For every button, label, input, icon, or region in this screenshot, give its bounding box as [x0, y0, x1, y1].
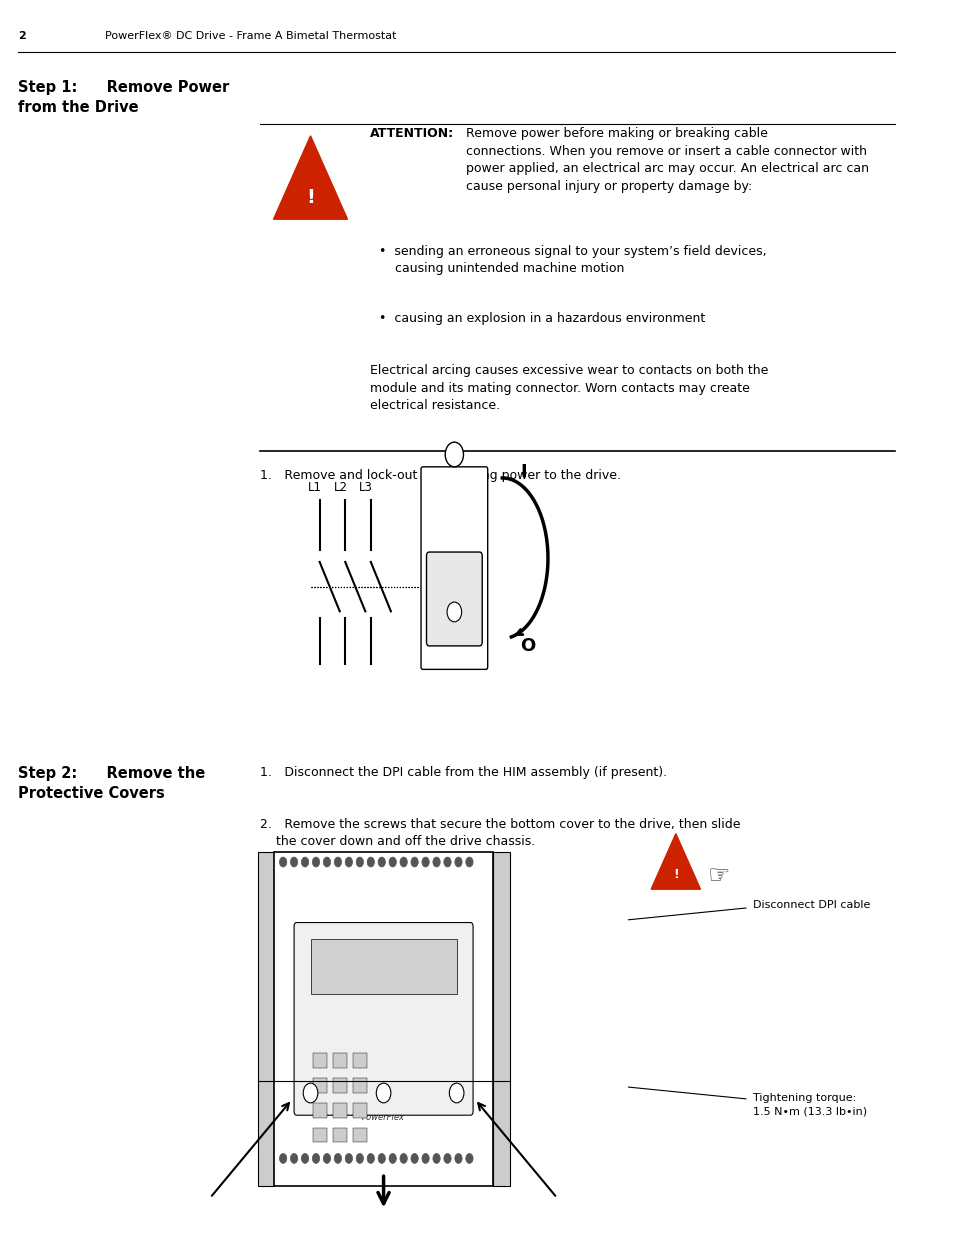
Bar — [353, 1128, 367, 1142]
Text: L3: L3 — [359, 480, 373, 494]
Circle shape — [345, 1153, 353, 1163]
Text: Disconnect DPI cable: Disconnect DPI cable — [753, 900, 870, 910]
Bar — [353, 1103, 367, 1118]
Circle shape — [345, 857, 353, 867]
Text: PowerFlex® DC Drive - Frame A Bimetal Thermostat: PowerFlex® DC Drive - Frame A Bimetal Th… — [105, 31, 396, 41]
Text: Tightening torque:
1.5 N•m (13.3 lb•in): Tightening torque: 1.5 N•m (13.3 lb•in) — [753, 1093, 866, 1116]
Circle shape — [367, 1153, 375, 1163]
Text: Step 1:  Remove Power
from the Drive: Step 1: Remove Power from the Drive — [18, 80, 230, 115]
Circle shape — [279, 1153, 287, 1163]
Circle shape — [465, 1153, 473, 1163]
Circle shape — [323, 857, 331, 867]
Bar — [333, 1128, 347, 1142]
Text: •  sending an erroneous signal to your system’s field devices,
    causing unint: • sending an erroneous signal to your sy… — [378, 245, 766, 275]
Text: Electrical arcing causes excessive wear to contacts on both the
module and its m: Electrical arcing causes excessive wear … — [370, 364, 767, 412]
Text: Remove power before making or breaking cable
connections. When you remove or ins: Remove power before making or breaking c… — [465, 127, 868, 193]
Circle shape — [279, 857, 287, 867]
Circle shape — [301, 1153, 309, 1163]
Circle shape — [323, 1153, 331, 1163]
Bar — [313, 1078, 327, 1093]
FancyBboxPatch shape — [420, 467, 487, 669]
Text: !: ! — [672, 868, 678, 881]
Bar — [353, 1078, 367, 1093]
Text: •  causing an explosion in a hazardous environment: • causing an explosion in a hazardous en… — [378, 312, 704, 326]
Circle shape — [290, 857, 297, 867]
Text: ☞: ☞ — [707, 864, 729, 889]
Circle shape — [312, 857, 319, 867]
Polygon shape — [274, 136, 347, 220]
Circle shape — [355, 857, 363, 867]
Circle shape — [449, 1083, 463, 1103]
Text: L1: L1 — [308, 480, 322, 494]
Circle shape — [389, 857, 395, 867]
Circle shape — [445, 442, 463, 467]
Text: PowerFlex: PowerFlex — [362, 1113, 405, 1123]
Circle shape — [421, 1153, 429, 1163]
Circle shape — [377, 1153, 385, 1163]
Circle shape — [399, 1153, 407, 1163]
Text: !: ! — [306, 188, 314, 207]
Circle shape — [433, 857, 439, 867]
Circle shape — [455, 857, 461, 867]
FancyBboxPatch shape — [426, 552, 481, 646]
FancyBboxPatch shape — [294, 923, 473, 1115]
Circle shape — [455, 1153, 461, 1163]
Bar — [493, 852, 509, 1186]
Circle shape — [312, 1153, 319, 1163]
Circle shape — [290, 1153, 297, 1163]
Polygon shape — [651, 834, 700, 889]
Text: I: I — [520, 463, 527, 480]
Circle shape — [301, 857, 309, 867]
Circle shape — [411, 1153, 417, 1163]
Circle shape — [411, 857, 417, 867]
Circle shape — [334, 1153, 341, 1163]
Bar — [333, 1053, 347, 1068]
Text: 1. Disconnect the DPI cable from the HIM assembly (if present).: 1. Disconnect the DPI cable from the HIM… — [260, 766, 667, 779]
Text: 2: 2 — [18, 31, 26, 41]
Bar — [333, 1103, 347, 1118]
Circle shape — [389, 1153, 395, 1163]
Circle shape — [334, 857, 341, 867]
Text: 1. Remove and lock-out all incoming power to the drive.: 1. Remove and lock-out all incoming powe… — [260, 469, 620, 483]
Circle shape — [421, 857, 429, 867]
Circle shape — [399, 857, 407, 867]
Text: O: O — [520, 637, 536, 655]
Circle shape — [377, 857, 385, 867]
Circle shape — [355, 1153, 363, 1163]
Bar — [313, 1053, 327, 1068]
Bar — [310, 939, 456, 994]
Bar — [313, 1103, 327, 1118]
Text: 2. Remove the screws that secure the bottom cover to the drive, then slide
    t: 2. Remove the screws that secure the bot… — [260, 818, 740, 848]
Text: L2: L2 — [334, 480, 347, 494]
Circle shape — [465, 857, 473, 867]
Circle shape — [447, 603, 461, 622]
Bar — [333, 1078, 347, 1093]
Circle shape — [443, 1153, 451, 1163]
Bar — [274, 852, 493, 1186]
Circle shape — [375, 1083, 391, 1103]
Circle shape — [433, 1153, 439, 1163]
Text: Step 2:  Remove the
Protective Covers: Step 2: Remove the Protective Covers — [18, 766, 205, 800]
Circle shape — [303, 1083, 317, 1103]
Bar — [257, 852, 274, 1186]
Circle shape — [367, 857, 375, 867]
Bar — [353, 1053, 367, 1068]
Bar — [313, 1128, 327, 1142]
Circle shape — [443, 857, 451, 867]
Text: ATTENTION:: ATTENTION: — [370, 127, 454, 141]
